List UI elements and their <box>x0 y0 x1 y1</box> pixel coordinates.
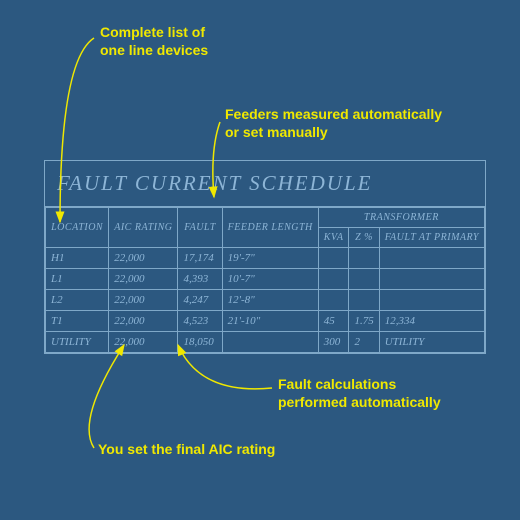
cell-fp: 12,334 <box>379 311 484 332</box>
cell-fault: 4,523 <box>178 311 222 332</box>
cell-feeder: 10'-7" <box>222 269 318 290</box>
annotation-line: You set the final AIC rating <box>98 441 275 457</box>
annotation-line: Fault calculations <box>278 376 396 392</box>
cell-location: L1 <box>46 269 109 290</box>
cell-z: 1.75 <box>349 311 379 332</box>
table-row: H1 22,000 17,174 19'-7" <box>46 248 485 269</box>
fault-schedule-table: LOCATION AIC RATING FAULT FEEDER LENGTH … <box>45 207 485 353</box>
fault-schedule-table-container: FAULT CURRENT SCHEDULE LOCATION AIC RATI… <box>44 160 486 354</box>
cell-kva <box>318 248 349 269</box>
table-title: FAULT CURRENT SCHEDULE <box>45 161 485 207</box>
cell-location: T1 <box>46 311 109 332</box>
cell-location: UTILITY <box>46 332 109 353</box>
cell-fp <box>379 269 484 290</box>
cell-aic: 22,000 <box>109 269 178 290</box>
cell-location: H1 <box>46 248 109 269</box>
annotation-feeders: Feeders measured automatically or set ma… <box>225 105 442 141</box>
cell-kva: 45 <box>318 311 349 332</box>
cell-aic: 22,000 <box>109 311 178 332</box>
cell-z: 2 <box>349 332 379 353</box>
cell-feeder: 12'-8" <box>222 290 318 311</box>
col-header-transformer: TRANSFORMER <box>318 208 484 228</box>
cell-kva: 300 <box>318 332 349 353</box>
cell-aic: 22,000 <box>109 248 178 269</box>
col-header-fault-primary: FAULT AT PRIMARY <box>379 228 484 248</box>
cell-z <box>349 269 379 290</box>
table-row: L2 22,000 4,247 12'-8" <box>46 290 485 311</box>
col-header-z: Z % <box>349 228 379 248</box>
table-row: UTILITY 22,000 18,050 300 2 UTILITY <box>46 332 485 353</box>
header-row-1: LOCATION AIC RATING FAULT FEEDER LENGTH … <box>46 208 485 228</box>
cell-kva <box>318 269 349 290</box>
cell-fault: 4,393 <box>178 269 222 290</box>
cell-kva <box>318 290 349 311</box>
cell-fp <box>379 248 484 269</box>
table-row: L1 22,000 4,393 10'-7" <box>46 269 485 290</box>
annotation-line: Feeders measured automatically <box>225 106 442 122</box>
col-header-fault: FAULT <box>178 208 222 248</box>
annotation-fault-calc: Fault calculations performed automatical… <box>278 375 441 411</box>
cell-location: L2 <box>46 290 109 311</box>
cell-fault: 17,174 <box>178 248 222 269</box>
cell-fault: 4,247 <box>178 290 222 311</box>
cell-feeder <box>222 332 318 353</box>
table-body: H1 22,000 17,174 19'-7" L1 22,000 4,393 … <box>46 248 485 353</box>
annotation-complete-list: Complete list of one line devices <box>100 23 208 59</box>
cell-feeder: 19'-7" <box>222 248 318 269</box>
cell-aic: 22,000 <box>109 290 178 311</box>
cell-fp <box>379 290 484 311</box>
col-header-aic: AIC RATING <box>109 208 178 248</box>
cell-aic: 22,000 <box>109 332 178 353</box>
table-row: T1 22,000 4,523 21'-10" 45 1.75 12,334 <box>46 311 485 332</box>
cell-feeder: 21'-10" <box>222 311 318 332</box>
col-header-location: LOCATION <box>46 208 109 248</box>
col-header-kva: KVA <box>318 228 349 248</box>
annotation-line: or set manually <box>225 124 328 140</box>
col-header-feeder: FEEDER LENGTH <box>222 208 318 248</box>
cell-z <box>349 290 379 311</box>
annotation-line: performed automatically <box>278 394 441 410</box>
annotation-line: one line devices <box>100 42 208 58</box>
annotation-aic-rating: You set the final AIC rating <box>98 440 275 458</box>
cell-z <box>349 248 379 269</box>
annotation-line: Complete list of <box>100 24 205 40</box>
cell-fp: UTILITY <box>379 332 484 353</box>
cell-fault: 18,050 <box>178 332 222 353</box>
